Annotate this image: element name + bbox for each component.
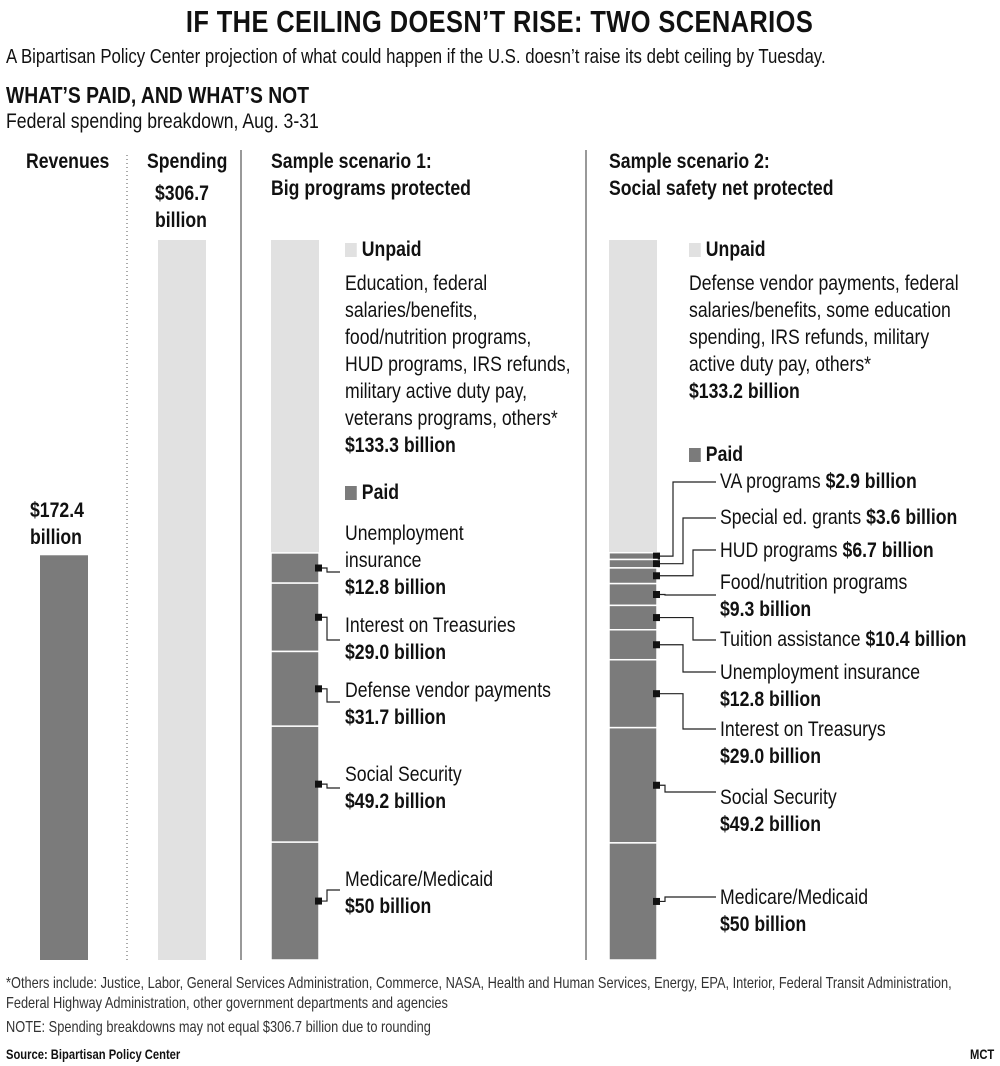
leader-line — [657, 517, 716, 565]
segment-marker-icon — [315, 780, 322, 788]
note: NOTE: Spending breakdowns may not equal … — [6, 1019, 431, 1036]
spending-header: Spending — [147, 150, 228, 173]
leader-line — [657, 481, 716, 557]
footnote: *Others include: Justice, Labor, General… — [6, 975, 952, 1012]
s2-label-social-security: Social Security $49.2 billion — [720, 786, 837, 836]
scenario2-paid-segment — [608, 629, 658, 661]
scenario1-paid-segment — [270, 582, 320, 653]
s2-label-va: VA programs $2.9 billion — [720, 470, 917, 493]
s1-label-interest: Interest on Treasuries $29.0 billion — [345, 614, 516, 664]
revenues-bar — [40, 555, 88, 960]
revenues-header: Revenues — [26, 150, 110, 173]
scenario1-unpaid-legend: Unpaid — [345, 236, 436, 263]
leader-line — [319, 889, 340, 902]
scenario2-unpaid-bar — [609, 240, 657, 553]
scenario1-paid-segment — [270, 841, 320, 961]
s1-label-defense: Defense vendor payments $31.7 billion — [345, 679, 551, 729]
scenario2-paid-segment — [608, 604, 658, 631]
unpaid-swatch-icon — [345, 243, 357, 257]
paid-swatch-icon — [689, 448, 701, 462]
segment-marker-icon — [653, 560, 660, 568]
leader-line — [657, 784, 716, 793]
segment-marker-icon — [653, 781, 660, 789]
scenario2-paid-segment — [608, 567, 658, 585]
scenario2-title: Sample scenario 2: Social safety net prot… — [609, 150, 834, 200]
leader-line — [319, 616, 340, 641]
leader-line — [657, 896, 716, 903]
s2-label-unemployment: Unemployment insurance $12.8 billion — [720, 661, 921, 711]
scenario1-paid-legend: Paid — [345, 479, 409, 506]
leader-line — [319, 688, 340, 703]
s2-label-medicare: Medicare/Medicaid $50 billion — [720, 886, 869, 936]
leader-line — [657, 616, 716, 641]
scenario1-title: Sample scenario 1: Big programs protected — [271, 150, 471, 200]
scenario2-unpaid-legend: Unpaid — [689, 236, 780, 263]
scenario2-paid-segment — [608, 558, 658, 569]
segment-marker-icon — [315, 685, 322, 693]
leader-line — [657, 693, 716, 730]
s2-label-interest: Interest on Treasurys $29.0 billion — [720, 718, 886, 768]
scenario1-paid-segment — [270, 725, 320, 843]
scenario1-paid-segment — [270, 650, 320, 727]
revenues-value-label: $172.4 billion — [30, 499, 84, 549]
s2-label-special-ed: Special ed. grants $3.6 billion — [720, 506, 958, 529]
segment-marker-icon — [653, 690, 660, 698]
spending-bar — [158, 240, 206, 960]
segment-marker-icon — [315, 897, 322, 905]
leader-line — [657, 644, 716, 673]
scenario1-unpaid-bar — [271, 240, 319, 553]
segment-marker-icon — [653, 641, 660, 649]
section-subtitle: Federal spending breakdown, Aug. 3-31 — [6, 110, 319, 133]
s1-label-unemployment: Unemployment insurance $12.8 billion — [345, 522, 464, 599]
scenario2-paid-segment — [608, 726, 658, 844]
leader-line — [657, 549, 716, 577]
leader-line — [319, 783, 340, 789]
section-title: WHAT’S PAID, AND WHAT’S NOT — [6, 82, 310, 108]
source: Source: Bipartisan Policy Center — [6, 1046, 181, 1062]
scenario2-paid-segment — [608, 551, 658, 561]
paid-swatch-icon — [345, 486, 357, 500]
scenario1-paid-segment — [270, 552, 320, 584]
scenario2-paid-segment — [608, 658, 658, 729]
s2-label-hud: HUD programs $6.7 billion — [720, 539, 934, 562]
scenario2-unpaid-description: Defense vendor payments, federal salaries… — [689, 272, 959, 403]
unpaid-swatch-icon — [689, 243, 701, 257]
chart-title: IF THE CEILING DOESN’T RISE: TWO SCENARI… — [186, 4, 814, 39]
scenario2-paid-segment — [608, 842, 658, 961]
s1-label-social-security: Social Security $49.2 billion — [345, 763, 462, 813]
segment-marker-icon — [653, 591, 660, 599]
credit: MCT — [970, 1046, 995, 1062]
segment-marker-icon — [315, 613, 322, 621]
chart-subtitle: A Bipartisan Policy Center projection of… — [6, 46, 826, 68]
segment-marker-icon — [653, 614, 660, 622]
scenario1-unpaid-description: Education, federal salaries/benefits, food… — [345, 272, 571, 457]
s2-label-food: Food/nutrition programs $9.3 billion — [720, 571, 908, 621]
scenario2-paid-legend: Paid — [689, 441, 753, 468]
spending-value-label: $306.7 billion — [155, 182, 209, 232]
segment-marker-icon — [653, 572, 660, 580]
segment-marker-icon — [653, 897, 660, 905]
segment-marker-icon — [653, 552, 660, 560]
leader-line — [319, 567, 340, 573]
segment-marker-icon — [315, 564, 322, 572]
scenario2-paid-segment — [608, 582, 658, 607]
s2-label-tuition: Tuition assistance $10.4 billion — [720, 628, 967, 651]
s1-label-medicare: Medicare/Medicaid $50 billion — [345, 868, 494, 918]
